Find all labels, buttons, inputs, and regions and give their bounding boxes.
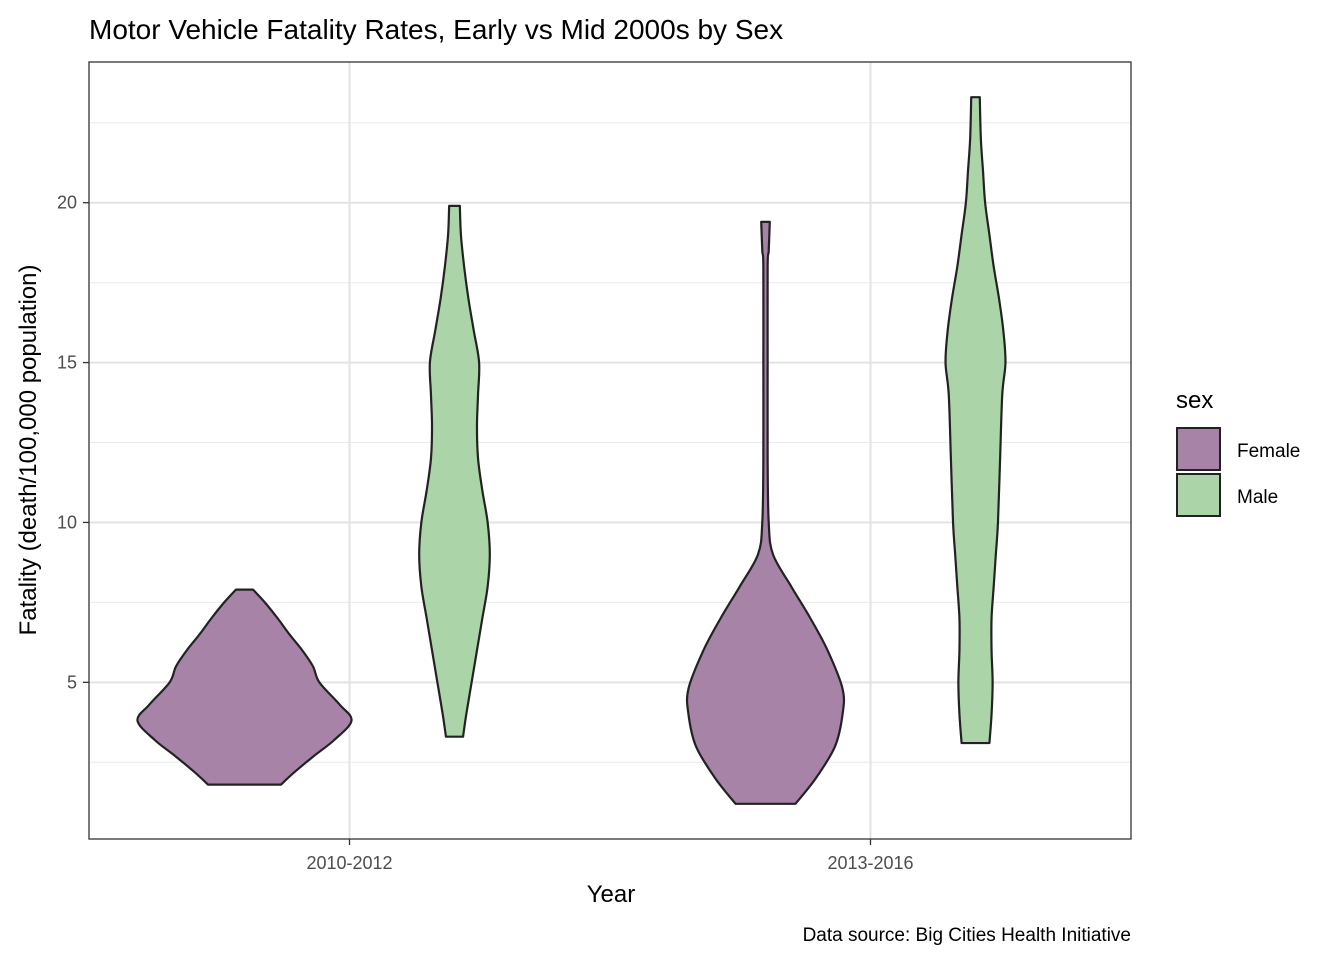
violin-male-2013-2016 [944, 96, 1007, 745]
y-tick-label: 10 [57, 512, 77, 532]
plot-panel-border [88, 61, 1132, 840]
violin-female-2013-2016 [685, 220, 846, 805]
legend-label-female: Female [1237, 441, 1300, 462]
chart-title: Motor Vehicle Fatality Rates, Early vs M… [89, 14, 783, 45]
x-tick-label: 2010-2012 [306, 853, 392, 873]
y-tick-label: 15 [57, 353, 77, 373]
legend: sex Female Male [1176, 387, 1300, 517]
x-tick-label: 2013-2016 [827, 853, 913, 873]
caption: Data source: Big Cities Health Initiativ… [803, 925, 1131, 946]
legend-key-male [1176, 473, 1221, 517]
y-tick-label: 5 [67, 672, 77, 692]
violin-male-2010-2012 [418, 204, 491, 738]
legend-title: sex [1176, 387, 1213, 414]
violin-female-2010-2012 [136, 588, 353, 786]
x-axis-label: Year [587, 881, 636, 908]
legend-key-female [1176, 427, 1221, 471]
legend-label-male: Male [1237, 487, 1278, 508]
y-tick-label: 20 [57, 193, 77, 213]
y-axis-label: Fatality (death/100,000 population) [15, 265, 42, 636]
